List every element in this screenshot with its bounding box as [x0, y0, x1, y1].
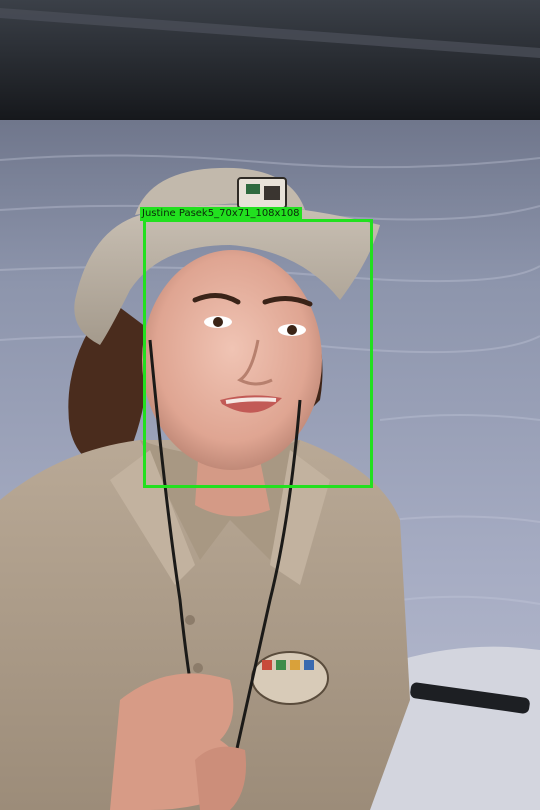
hat-brim	[74, 204, 381, 345]
shirt-logo	[251, 651, 329, 705]
railing	[0, 8, 540, 58]
face	[142, 250, 322, 470]
bounding-box-label: Justine Pasek5_70x71_108x108	[140, 207, 302, 221]
hair	[68, 300, 150, 470]
boat-rail	[410, 682, 530, 714]
face-bounding-box	[143, 219, 373, 488]
